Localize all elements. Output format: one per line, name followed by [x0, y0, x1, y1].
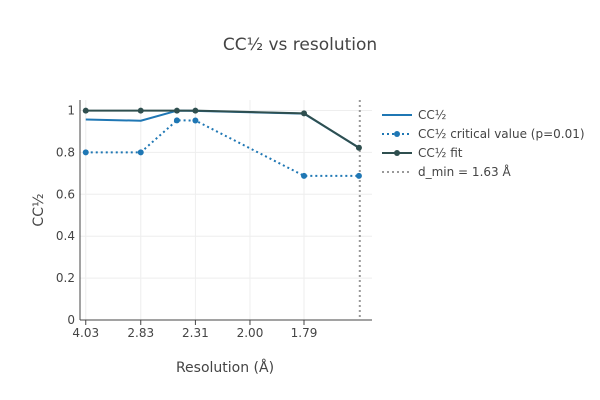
x-tick-label: 2.00 [237, 326, 264, 340]
legend-swatch-marker [394, 131, 400, 137]
y-tick-label: 0.6 [56, 187, 75, 201]
legend-label: d_min = 1.63 Å [418, 164, 511, 179]
x-axis-title: Resolution (Å) [176, 359, 274, 376]
cchalf-fit-line [85, 109, 360, 149]
legend-label: CC½ critical value (p=0.01) [418, 127, 585, 141]
y-tick-label: 1 [67, 103, 75, 117]
legend-label: CC½ [418, 108, 446, 122]
x-tick-label: 1.79 [291, 326, 318, 340]
cchalf-critical-point [173, 117, 180, 124]
series-layer [82, 100, 362, 320]
x-tick-label: 4.03 [72, 326, 99, 340]
cchalf-critical-point [82, 149, 89, 156]
cchalf-fit-point [192, 107, 199, 114]
cchalf-fit-point [82, 107, 89, 114]
cchalf-fit-point [137, 107, 144, 114]
y-axis-title: CC½ [31, 193, 47, 226]
axes: 0 0.2 0.4 0.6 0.8 1 4.03 2.83 2.31 2.00 1.79 [56, 100, 372, 340]
legend-item-cchalf-fit[interactable]: CC½ fit [382, 146, 463, 160]
y-tick-label: 0.4 [56, 229, 75, 243]
cchalf-critical-point [137, 149, 144, 156]
x-tick-label: 2.83 [127, 326, 154, 340]
y-tick-label: 0.8 [56, 145, 75, 159]
cchalf-critical-point [301, 172, 308, 179]
cchalf-fit-point [301, 110, 308, 117]
cchalf-fit-point [355, 144, 362, 151]
legend-item-cchalf-critical[interactable]: CC½ critical value (p=0.01) [382, 127, 585, 141]
legend-item-dmin[interactable]: d_min = 1.63 Å [382, 164, 511, 179]
y-tick-label: 0 [67, 313, 75, 327]
x-tick-label: 2.31 [182, 326, 209, 340]
cchalf-critical-point [355, 172, 362, 179]
legend-item-cchalf[interactable]: CC½ [382, 108, 446, 122]
chart-title: CC½ vs resolution [223, 35, 377, 55]
cchalf-critical-line [85, 119, 359, 177]
legend-label: CC½ fit [418, 146, 463, 160]
legend-swatch-marker [394, 150, 400, 156]
legend[interactable]: CC½ CC½ critical value (p=0.01) CC½ fit d_m… [382, 108, 585, 179]
cchalf-critical-point [192, 117, 199, 124]
cchalf-fit-point [173, 107, 180, 114]
y-tick-label: 0.2 [56, 271, 75, 285]
